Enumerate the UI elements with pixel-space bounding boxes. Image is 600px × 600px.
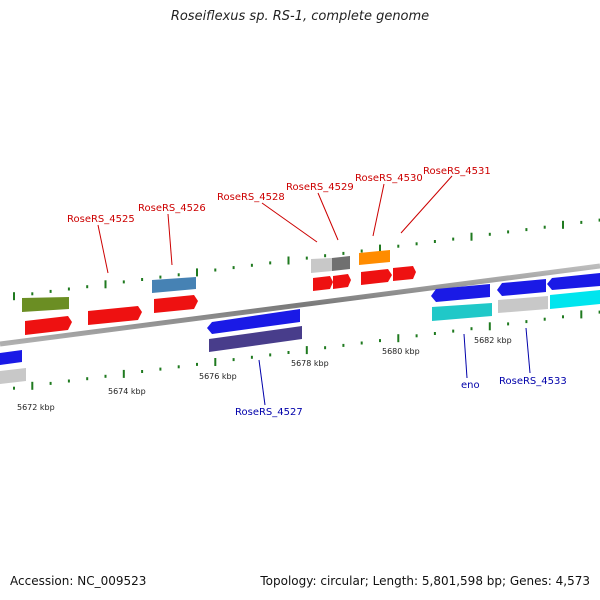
leader-line-rosers-4527 [258,359,266,406]
gene-green[interactable] [22,297,69,312]
tick-label: 5672 kbp [17,403,55,412]
tick-label: 5674 kbp [108,387,146,396]
gene-rosers-4531[interactable] [393,266,416,281]
gene-lightgray-left[interactable] [0,368,26,384]
gene-blue-left[interactable] [0,350,22,365]
gene-label-rosers-4529[interactable]: RoseRS_4529 [286,182,354,193]
gene-rosers-4525[interactable] [25,316,72,335]
gene-label-rosers-4530[interactable]: RoseRS_4530 [355,173,423,184]
tick-label: 5680 kbp [382,347,420,356]
leader-line-rosers-4525 [97,224,109,274]
gene-label-rosers-4528[interactable]: RoseRS_4528 [217,192,285,203]
gene-lightgray-4533[interactable] [498,296,548,313]
gene-label-rosers-4533[interactable]: RoseRS_4533 [499,376,567,387]
gene-rosers-4530[interactable] [361,269,392,285]
gene-rosers-4528[interactable] [313,276,333,291]
gene-label-rosers-4531[interactable]: RoseRS_4531 [423,166,491,177]
leader-line-rosers-4529 [317,192,339,241]
gene-orange[interactable] [359,250,390,265]
gene-label-rosers-4525[interactable]: RoseRS_4525 [67,214,135,225]
gene-blue-4527[interactable] [207,309,300,334]
gene-label-rosers-4526[interactable]: RoseRS_4526 [138,203,206,214]
gene-label-eno[interactable]: eno [461,380,480,391]
gene-blue-4533[interactable] [497,279,546,296]
gene-cyan-eno-row[interactable] [432,303,492,321]
tick-label: 5678 kbp [291,359,329,368]
gene-rosers-4529[interactable] [333,274,351,289]
gene-steelblue[interactable] [152,277,196,293]
leader-line-rosers-4526 [167,213,173,266]
accession-text: Accession: NC_009523 [10,574,147,588]
gene-darkgray[interactable] [332,256,350,271]
page-title: Roseiflexus sp. RS-1, complete genome [170,9,430,24]
gene-red-2[interactable] [88,306,142,325]
tick-marks-upper [13,218,600,301]
leader-line-eno [463,333,468,379]
leader-line-rosers-4528 [261,202,318,243]
gene-cyan-right[interactable] [550,290,600,309]
genome-backbone [0,263,600,347]
leader-line-rosers-4533 [525,327,531,374]
tick-label: 5682 kbp [474,336,512,345]
tick-label: 5676 kbp [199,372,237,381]
gene-darkslateblue[interactable] [209,326,302,352]
gene-blue-right[interactable] [547,273,600,290]
gene-rosers-4526[interactable] [154,295,198,313]
gene-label-rosers-4527[interactable]: RoseRS_4527 [235,407,303,418]
gene-track [0,250,600,384]
leader-line-rosers-4530 [372,183,385,237]
gene-lightgray[interactable] [311,258,332,273]
leader-lines-top [97,175,453,274]
leader-line-rosers-4531 [400,175,453,234]
gene-blue-eno[interactable] [431,284,490,302]
leader-lines-bottom [258,327,531,406]
genome-stats-text: Topology: circular; Length: 5,801,598 bp… [260,574,590,588]
